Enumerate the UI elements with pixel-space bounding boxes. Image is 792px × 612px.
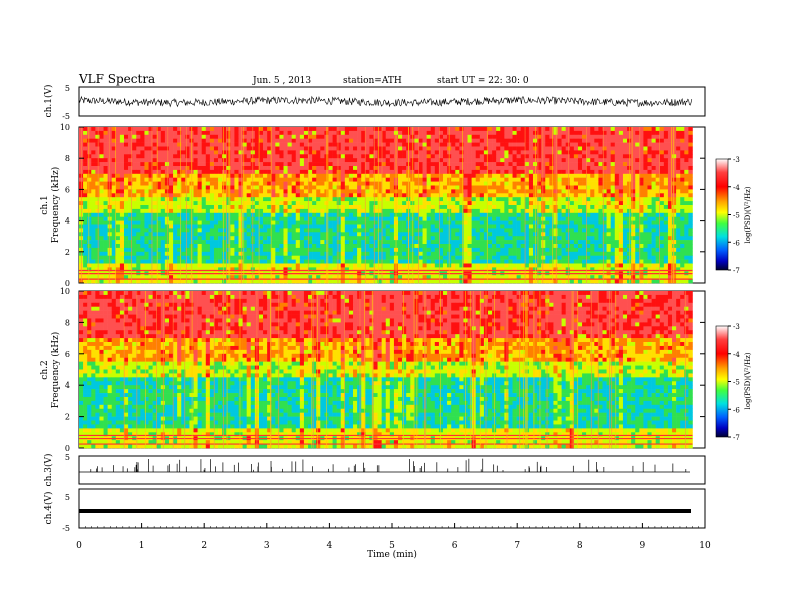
ch2-spectrogram-image — [79, 291, 693, 449]
freq-tick-label: 6 — [65, 350, 70, 359]
ch1-spectrogram-image — [79, 127, 693, 284]
ch1-freq-ticks: 0 2 4 6 8 10 — [60, 123, 705, 288]
time-tick-label: 7 — [514, 541, 520, 551]
freq-tick-label: 6 — [65, 185, 70, 194]
colorbar-tick-label: -7 — [733, 267, 740, 275]
ch3-spike-trace — [90, 458, 687, 472]
ch2-freq-axis-label: Frequency (kHz) — [50, 332, 61, 409]
freq-tick-label: 4 — [65, 217, 70, 226]
freq-tick-label: 0 — [65, 444, 70, 453]
start-time-label: start UT = 22: 30: 0 — [437, 76, 529, 86]
time-tick-label: 3 — [264, 541, 270, 551]
time-tick-label: 8 — [577, 541, 583, 551]
ch3-ylabel: ch.3(V) — [43, 454, 54, 487]
freq-tick-label: 8 — [65, 318, 70, 327]
time-tick-label: 9 — [640, 541, 646, 551]
time-tick-label: 2 — [201, 541, 207, 551]
freq-tick-label: 8 — [65, 154, 70, 163]
freq-tick-label: 0 — [65, 279, 70, 288]
ch2-channel-label: ch.2 — [40, 360, 50, 379]
freq-tick-label: 10 — [60, 123, 70, 132]
ch1-channel-label: ch.1 — [40, 195, 50, 214]
colorbar-tick-label: -6 — [733, 239, 740, 247]
ch2-colorbar: -3 -4 -5 -6 -7 log(PSD)(V²/Hz) — [715, 323, 752, 442]
ch1-colorbar-label: log(PSD)(V²/Hz) — [744, 186, 752, 243]
colorbar-tick-label: -4 — [733, 184, 740, 192]
colorbar-tick-label: -3 — [733, 156, 740, 164]
colorbar-tick-label: -4 — [733, 351, 740, 359]
colorbar-tick-label: -3 — [733, 323, 740, 331]
ch1-waveform-trace — [78, 95, 693, 108]
ch1-freq-axis-label: Frequency (kHz) — [50, 167, 61, 244]
ch3-waveform-panel: 5 ch.3(V) — [43, 453, 706, 487]
station-label: station=ATH — [343, 76, 402, 86]
colorbar-tick-label: -5 — [733, 379, 740, 387]
time-axis-label: Time (min) — [367, 549, 417, 560]
ch2-colorbar-label: log(PSD)(V²/Hz) — [744, 352, 752, 409]
date-label: Jun. 5 , 2013 — [252, 76, 311, 86]
freq-tick-label: 4 — [65, 381, 70, 390]
ch4-waveform-panel: 5 -5 ch.4(V) — [43, 488, 706, 533]
ch2-freq-ticks: 0 2 4 6 8 10 — [60, 287, 705, 453]
ch1-ytick-bottom: -5 — [62, 112, 70, 121]
ch1-spectrogram-panel: 0 2 4 6 8 10 ch.1 Frequency (kHz) — [40, 123, 706, 288]
time-tick-label: 5 — [389, 541, 395, 551]
figure-title: VLF Spectra — [78, 72, 155, 86]
freq-tick-label: 2 — [65, 413, 70, 422]
colorbar-tick-label: -5 — [733, 212, 740, 220]
ch4-ylabel: ch.4(V) — [43, 492, 54, 525]
ch1-ytick-top: 5 — [65, 84, 70, 93]
time-tick-label: 4 — [327, 541, 333, 551]
freq-tick-label: 10 — [60, 287, 70, 296]
ch4-ytick-bottom: -5 — [62, 524, 70, 533]
time-tick-label: 6 — [452, 541, 458, 551]
ch1-waveform-panel: 5 -5 ch.1(V) — [43, 84, 706, 121]
ch2-spectrogram-panel: 0 2 4 6 8 10 ch.2 Frequency (kHz) — [40, 287, 706, 453]
colorbar-tick-label: -6 — [733, 406, 740, 414]
ch3-ytick-top: 5 — [65, 453, 70, 462]
freq-tick-label: 2 — [65, 248, 70, 257]
time-tick-label: 1 — [139, 541, 145, 551]
ch1-ylabel: ch.1(V) — [43, 85, 54, 118]
time-tick-label: 0 — [76, 541, 82, 551]
time-tick-label: 10 — [699, 541, 711, 551]
ch4-trace-band — [79, 509, 691, 513]
ch4-ytick-top: 5 — [65, 493, 70, 502]
ch1-colorbar: -3 -4 -5 -6 -7 log(PSD)(V²/Hz) — [715, 156, 752, 275]
colorbar-tick-label: -7 — [733, 434, 740, 442]
time-axis: 0 1 2 3 4 5 6 7 8 9 10 — [76, 523, 711, 551]
